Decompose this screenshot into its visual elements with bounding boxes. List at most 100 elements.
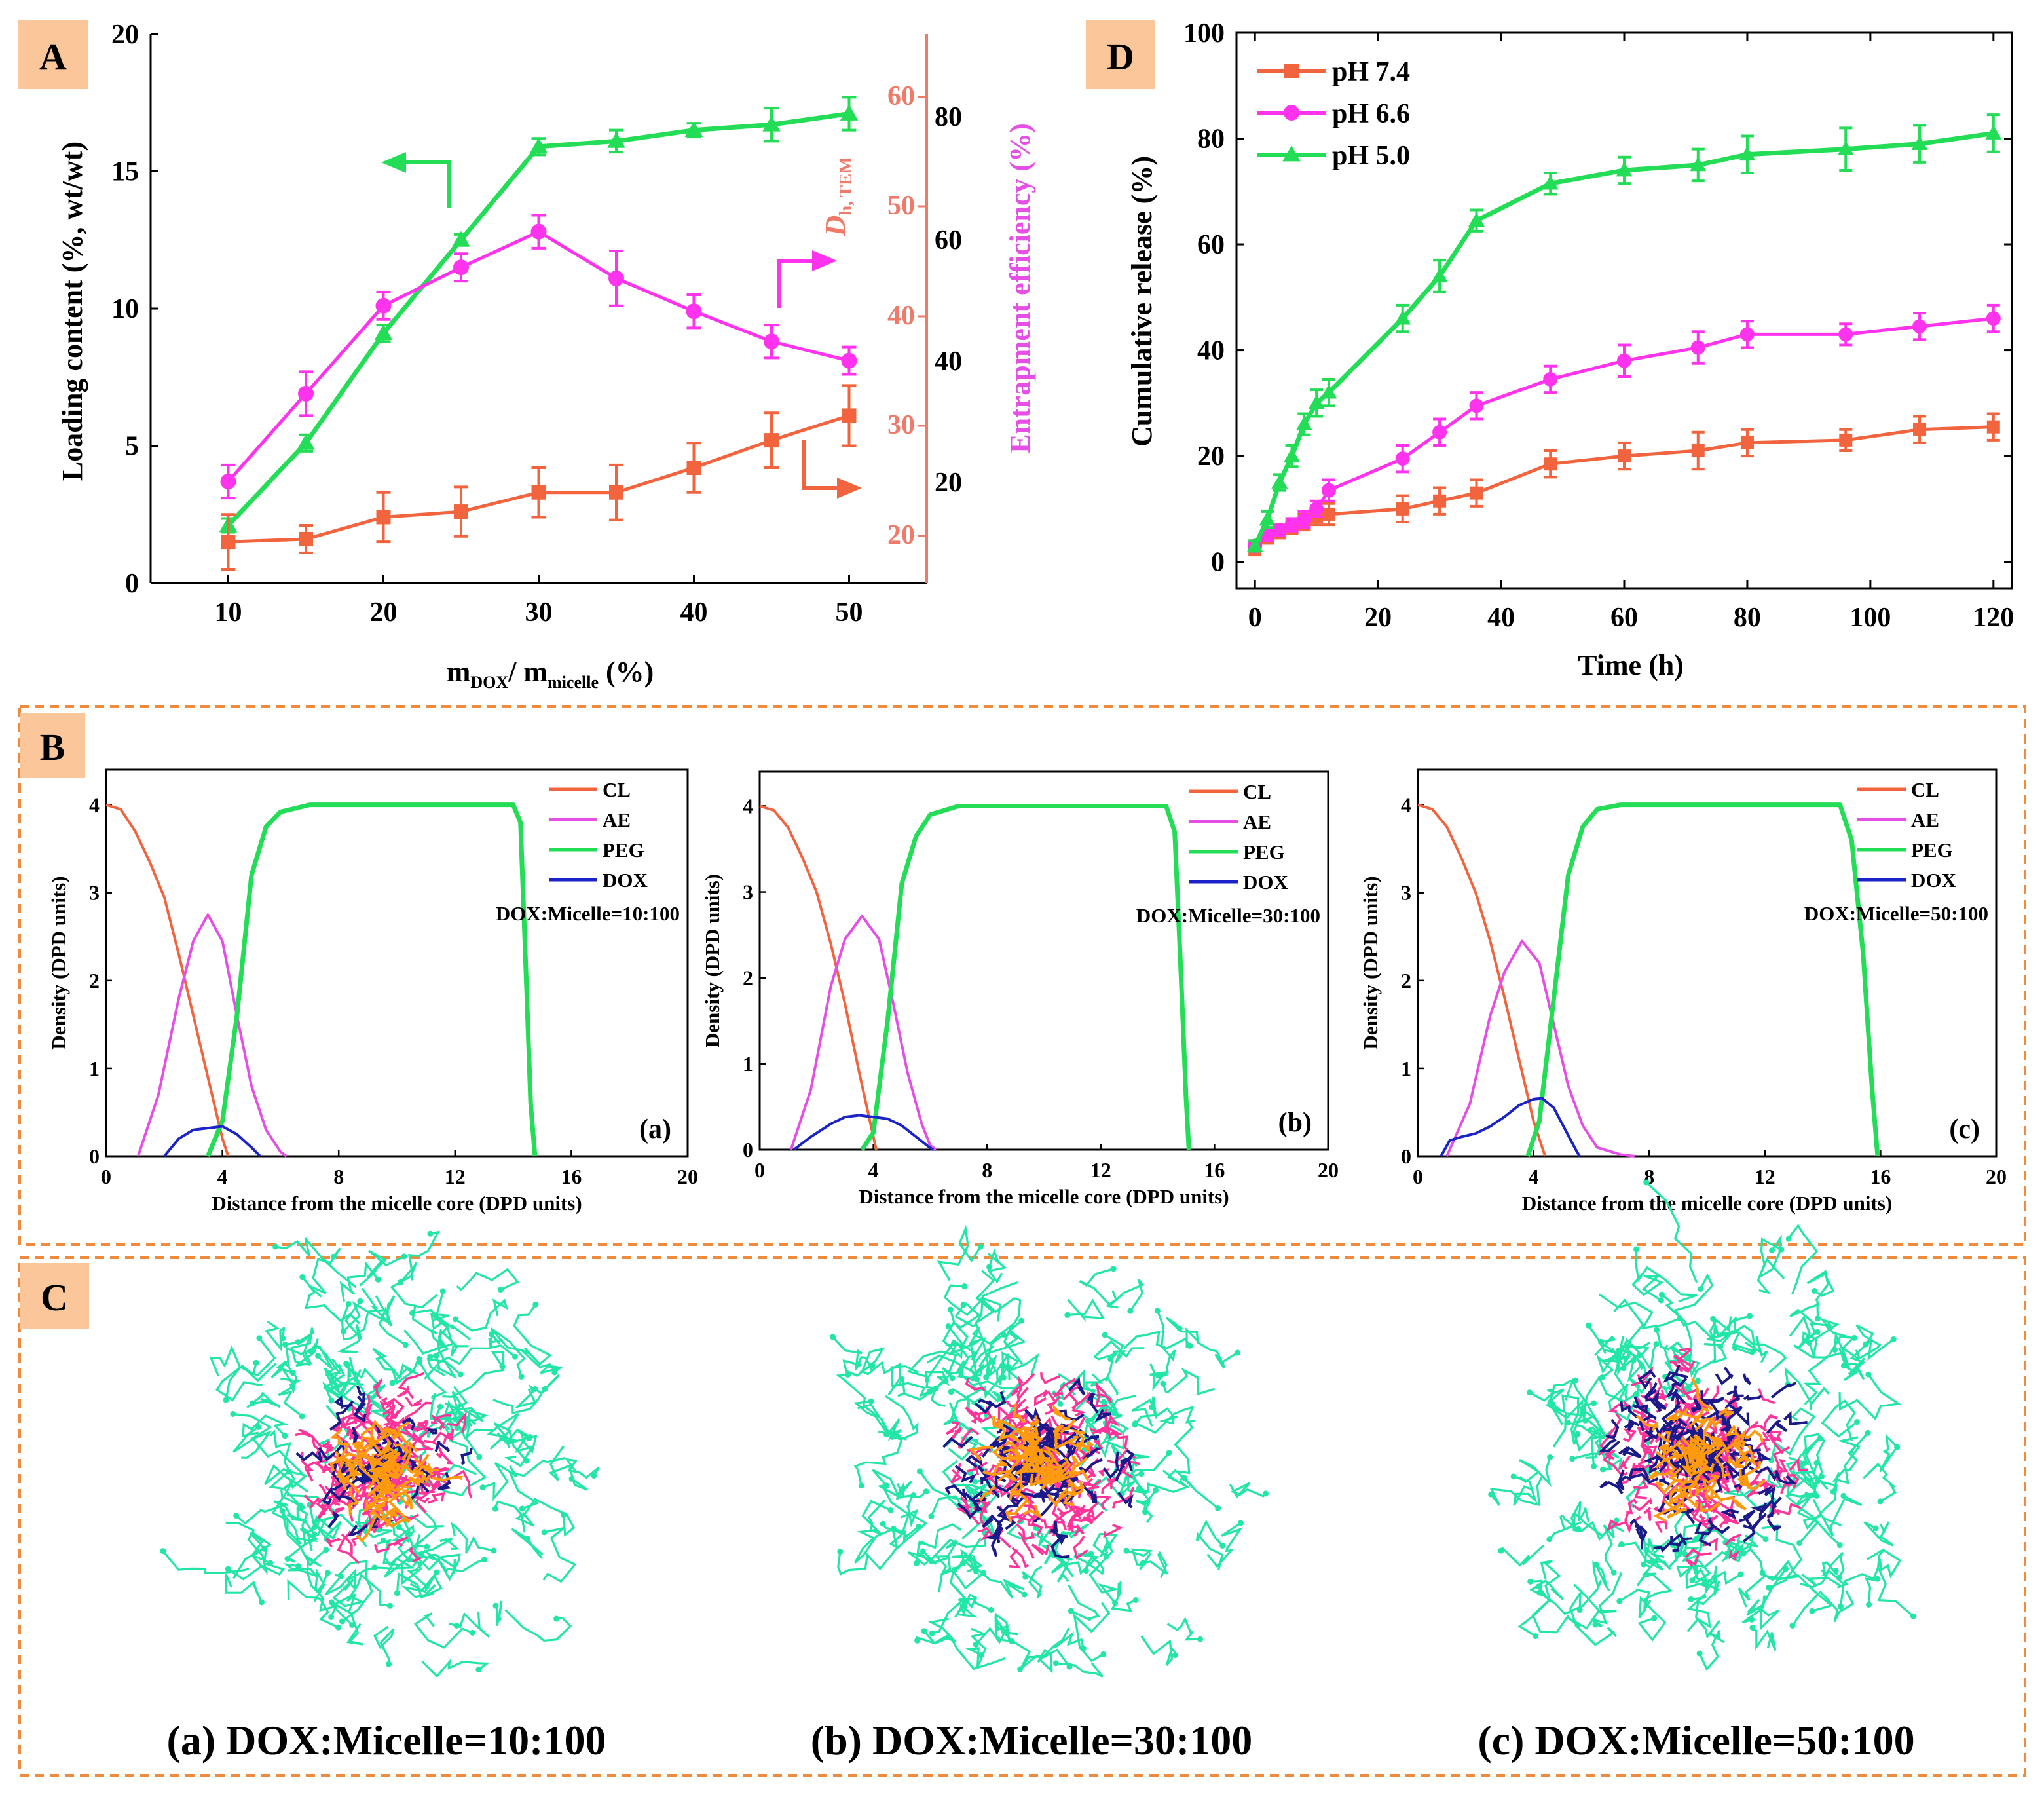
core-chain <box>1654 1520 1668 1534</box>
core-chain <box>391 1416 407 1432</box>
peg-bead <box>978 1651 984 1658</box>
peg-chain <box>424 1344 516 1380</box>
core-chain <box>994 1474 1016 1493</box>
core-chain <box>365 1394 373 1419</box>
peg-chain <box>937 1224 982 1281</box>
core-chain <box>341 1471 373 1483</box>
peg-bead <box>512 1353 519 1360</box>
peg-chain <box>1637 1596 1667 1642</box>
core-chain <box>1107 1450 1127 1464</box>
panel-a-y-tick-label: 20 <box>111 20 139 50</box>
panel-a-y-tick-label: 5 <box>125 432 139 462</box>
core-chain <box>1045 1395 1061 1415</box>
panel-a-data-point <box>529 138 548 154</box>
panel-d-data-point <box>1272 523 1287 538</box>
density-x-tick-label: 4 <box>868 1158 879 1182</box>
panel-c-badge <box>20 1263 89 1329</box>
peg-chain <box>548 1445 589 1491</box>
peg-chain <box>428 1439 487 1496</box>
panel-d-data-point <box>1259 511 1276 526</box>
peg-bead <box>1749 1616 1755 1623</box>
peg-bead <box>386 1661 392 1667</box>
peg-chain <box>482 1462 518 1501</box>
peg-bead <box>424 1543 430 1550</box>
peg-bead <box>1166 1450 1172 1456</box>
density-curve-peg <box>1525 802 1880 1158</box>
peg-chain <box>240 1337 277 1382</box>
panel-a-data-point <box>609 485 623 500</box>
core-chain <box>1728 1550 1740 1561</box>
panel-d-data-point <box>1469 398 1484 413</box>
core-chain <box>355 1386 365 1412</box>
panel-a-badge-label: A <box>39 35 67 78</box>
peg-chain <box>1001 1351 1040 1378</box>
peg-bead <box>916 1468 923 1475</box>
core-chain <box>1599 1480 1624 1494</box>
core-chain <box>1024 1408 1039 1420</box>
peg-chain <box>1578 1406 1607 1467</box>
peg-chain <box>974 1270 995 1373</box>
peg-chain <box>1104 1334 1126 1382</box>
peg-bead <box>1149 1404 1155 1410</box>
core-chain <box>964 1490 984 1510</box>
core-chain <box>1016 1496 1035 1524</box>
peg-bead <box>1080 1645 1087 1651</box>
peg-chain <box>1079 1268 1117 1306</box>
peg-bead <box>344 1363 351 1369</box>
core-chain <box>330 1428 350 1446</box>
peg-bead <box>1653 1341 1660 1348</box>
peg-chain <box>1836 1573 1877 1605</box>
peg-chain <box>859 1361 901 1396</box>
core-chain <box>1770 1503 1802 1516</box>
peg-chain <box>521 1498 576 1537</box>
peg-bead <box>427 1230 434 1237</box>
core-chain <box>1106 1414 1121 1439</box>
peg-chain <box>925 1342 955 1387</box>
core-chain <box>1648 1454 1661 1474</box>
core-chain <box>1637 1369 1656 1389</box>
peg-chain <box>836 1373 881 1419</box>
micelle-caption-a: (a) DOX:Micelle=10:100 <box>167 1717 606 1764</box>
core-chain <box>1013 1403 1026 1424</box>
peg-bead <box>1140 1560 1146 1566</box>
peg-bead <box>1234 1349 1240 1356</box>
peg-chain <box>275 1237 357 1289</box>
core-chain <box>1724 1533 1741 1546</box>
peg-bead <box>921 1628 927 1634</box>
peg-bead <box>328 1599 335 1606</box>
peg-bead <box>988 1606 994 1613</box>
core-chain <box>1605 1419 1620 1439</box>
panel-d-data-point <box>1616 162 1633 177</box>
peg-bead <box>330 1253 337 1260</box>
peg-chain <box>301 1276 360 1325</box>
peg-chain <box>232 1412 273 1459</box>
panel-d-badge-label: D <box>1107 35 1134 78</box>
peg-chain <box>1149 1363 1169 1391</box>
core-chain <box>1063 1378 1080 1401</box>
core-chain <box>996 1424 1014 1439</box>
peg-bead <box>1592 1621 1599 1628</box>
core-chain <box>322 1486 333 1506</box>
peg-chain <box>285 1345 333 1370</box>
panel-a-data-point <box>298 385 314 402</box>
peg-chain <box>445 1391 484 1422</box>
peg-bead <box>1154 1308 1161 1314</box>
core-chain <box>1009 1484 1024 1500</box>
peg-chain <box>963 1476 995 1507</box>
peg-chain <box>1706 1316 1739 1348</box>
peg-bead <box>439 1288 446 1294</box>
core-chain <box>1010 1372 1035 1397</box>
peg-bead <box>349 1621 356 1628</box>
core-chain <box>1093 1439 1104 1450</box>
peg-chain <box>339 1260 379 1302</box>
peg-chain <box>1166 1616 1200 1641</box>
peg-chain <box>1538 1570 1603 1615</box>
peg-bead <box>1832 1567 1839 1574</box>
core-chain <box>329 1443 350 1471</box>
panel-d-data-point <box>1691 444 1705 458</box>
core-chain <box>410 1461 430 1484</box>
core-chain <box>1751 1424 1768 1432</box>
peg-chain <box>401 1571 438 1598</box>
peg-bead <box>1747 1313 1753 1319</box>
core-chain <box>1083 1513 1094 1525</box>
